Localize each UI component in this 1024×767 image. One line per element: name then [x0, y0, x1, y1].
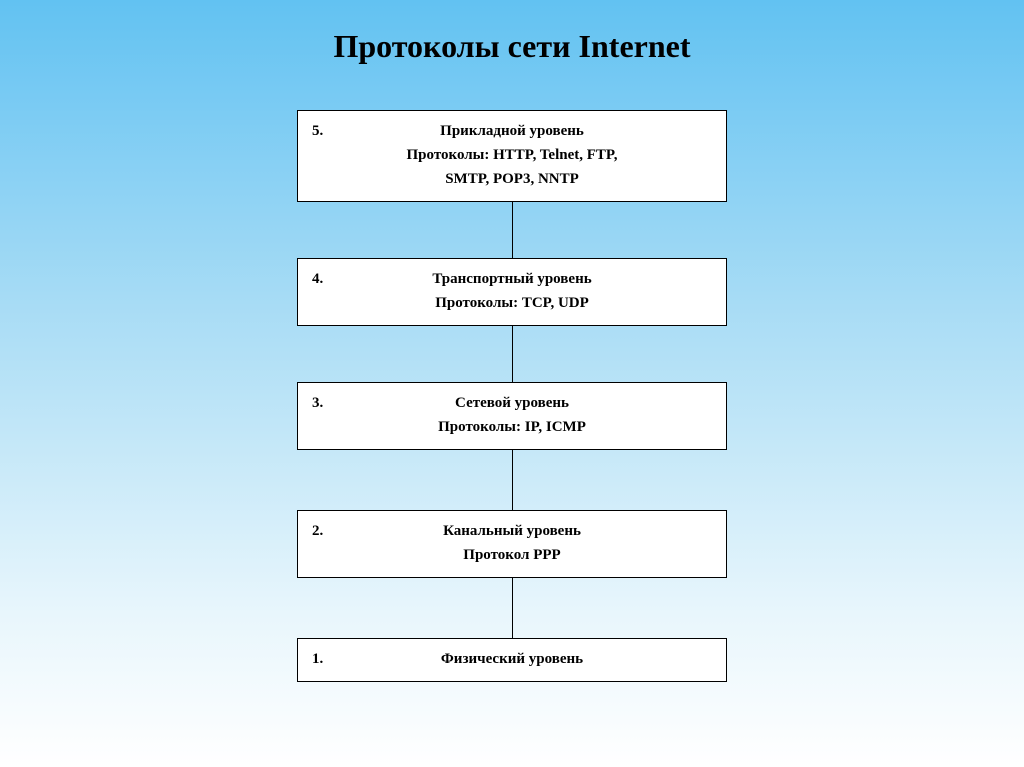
- connector: [512, 326, 513, 382]
- layer-number: 3.: [312, 391, 340, 415]
- layer-protocols: Протокол PPP: [312, 543, 712, 567]
- layer-protocols: Протоколы: IP, ICMP: [312, 415, 712, 439]
- layer-box-2: 2. Канальный уровень Протокол PPP: [297, 510, 727, 578]
- layer-box-3: 3. Сетевой уровень Протоколы: IP, ICMP: [297, 382, 727, 450]
- layer-number: 4.: [312, 267, 340, 291]
- layer-number: 2.: [312, 519, 340, 543]
- layer-name: Сетевой уровень: [340, 391, 712, 415]
- layer-box-1: 1. Физический уровень: [297, 638, 727, 682]
- layer-number: 5.: [312, 119, 340, 143]
- layer-name: Транспортный уровень: [340, 267, 712, 291]
- page-title: Протоколы сети Internet: [0, 0, 1024, 65]
- layer-box-4: 4. Транспортный уровень Протоколы: TCP, …: [297, 258, 727, 326]
- connector: [512, 202, 513, 258]
- layer-name: Канальный уровень: [340, 519, 712, 543]
- layer-protocols-line2: SMTP, POP3, NNTP: [312, 167, 712, 191]
- layer-protocols: Протоколы: HTTP, Telnet, FTP,: [312, 143, 712, 167]
- layer-name: Физический уровень: [340, 647, 712, 671]
- layers-diagram: 5. Прикладной уровень Протоколы: HTTP, T…: [297, 110, 727, 682]
- connector: [512, 450, 513, 510]
- connector: [512, 578, 513, 638]
- layer-name: Прикладной уровень: [340, 119, 712, 143]
- layer-protocols: Протоколы: TCP, UDP: [312, 291, 712, 315]
- layer-number: 1.: [312, 647, 340, 671]
- layer-box-5: 5. Прикладной уровень Протоколы: HTTP, T…: [297, 110, 727, 202]
